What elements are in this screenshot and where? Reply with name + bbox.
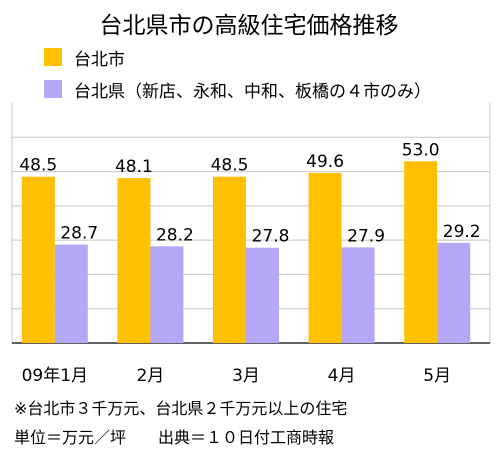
- data-label: 29.2: [443, 222, 481, 242]
- legend-label: 台北県（新店、永和、中和、板橋の４市のみ）: [74, 81, 431, 102]
- data-label: 28.2: [156, 225, 194, 245]
- bar-taipei-county: [341, 247, 375, 343]
- bar-taipei-county: [54, 244, 88, 343]
- footnote-price-threshold: ※台北市３千万元、台北県２千万元以上の住宅: [14, 399, 348, 418]
- data-label: 53.0: [402, 140, 440, 160]
- bar-taipei-city: [21, 176, 55, 343]
- bar-taipei-city: [117, 178, 151, 343]
- data-label: 48.1: [115, 157, 153, 177]
- x-tick-label: 2月: [136, 366, 164, 386]
- bar-taipei-city: [308, 172, 342, 343]
- data-label: 48.5: [19, 156, 57, 176]
- legend-swatch: [44, 80, 62, 98]
- x-tick-label: 3月: [232, 366, 260, 386]
- bar-taipei-city: [213, 176, 246, 343]
- legend-item-taipei-county: 台北県（新店、永和、中和、板橋の４市のみ）: [44, 77, 431, 102]
- data-label: 48.5: [211, 156, 249, 176]
- legend-item-taipei-city: 台北市: [44, 45, 125, 70]
- footnote-unit-source: 単位＝万元／坪 出典＝１０日付工商時報: [14, 428, 335, 447]
- x-tick-label: 09年1月: [22, 366, 88, 386]
- data-label: 27.8: [252, 227, 290, 247]
- bar-taipei-city: [404, 161, 438, 343]
- x-tick-label: 4月: [328, 366, 356, 386]
- data-label: 49.6: [306, 152, 344, 172]
- x-tick-label: 5月: [423, 366, 451, 386]
- bar-taipei-county: [150, 246, 184, 343]
- data-label: 27.9: [347, 226, 385, 246]
- bar-taipei-county: [246, 247, 279, 343]
- legend-label: 台北市: [74, 49, 125, 70]
- legend-swatch: [44, 48, 62, 66]
- chart-title: 台北県市の高級住宅価格推移: [99, 13, 399, 39]
- bar-taipei-county: [437, 242, 471, 343]
- data-label: 28.7: [60, 224, 98, 244]
